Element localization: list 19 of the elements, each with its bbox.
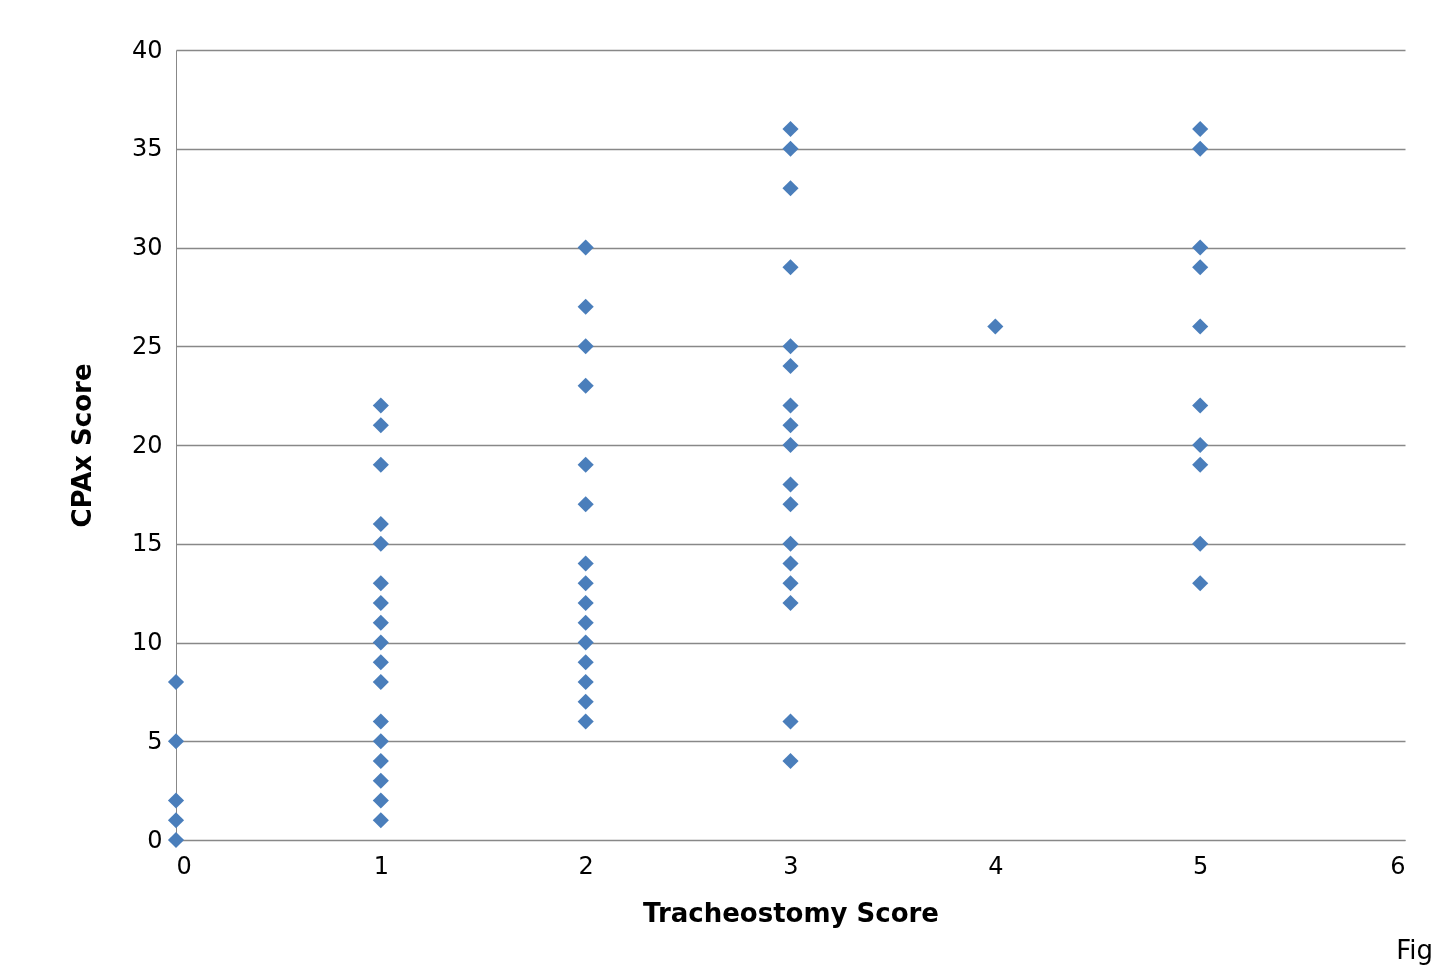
y-tick-label: 40: [131, 35, 163, 64]
y-tick-label: 15: [131, 529, 163, 558]
x-tick-label: 1: [373, 851, 389, 880]
x-axis-title: Tracheostomy Score: [643, 897, 939, 928]
x-tick-label: 5: [1193, 851, 1209, 880]
x-tick-label: 6: [1390, 851, 1406, 880]
y-tick-label: 30: [131, 233, 163, 261]
x-tick-label: 2: [578, 851, 594, 880]
y-axis-title: CPAx Score: [66, 363, 97, 528]
y-tick-label: 0: [147, 825, 163, 854]
y-tick-label: 10: [131, 628, 163, 656]
x-tick-label: 0: [176, 851, 192, 880]
text: Fig: [1396, 935, 1433, 965]
x-tick-label: 4: [988, 851, 1004, 880]
y-tick-label: 5: [147, 726, 163, 755]
y-tick-label: 20: [131, 430, 163, 459]
y-tick-label: 35: [131, 134, 163, 163]
x-tick-label: 3: [783, 851, 799, 880]
y-tick-label: 25: [131, 331, 163, 360]
